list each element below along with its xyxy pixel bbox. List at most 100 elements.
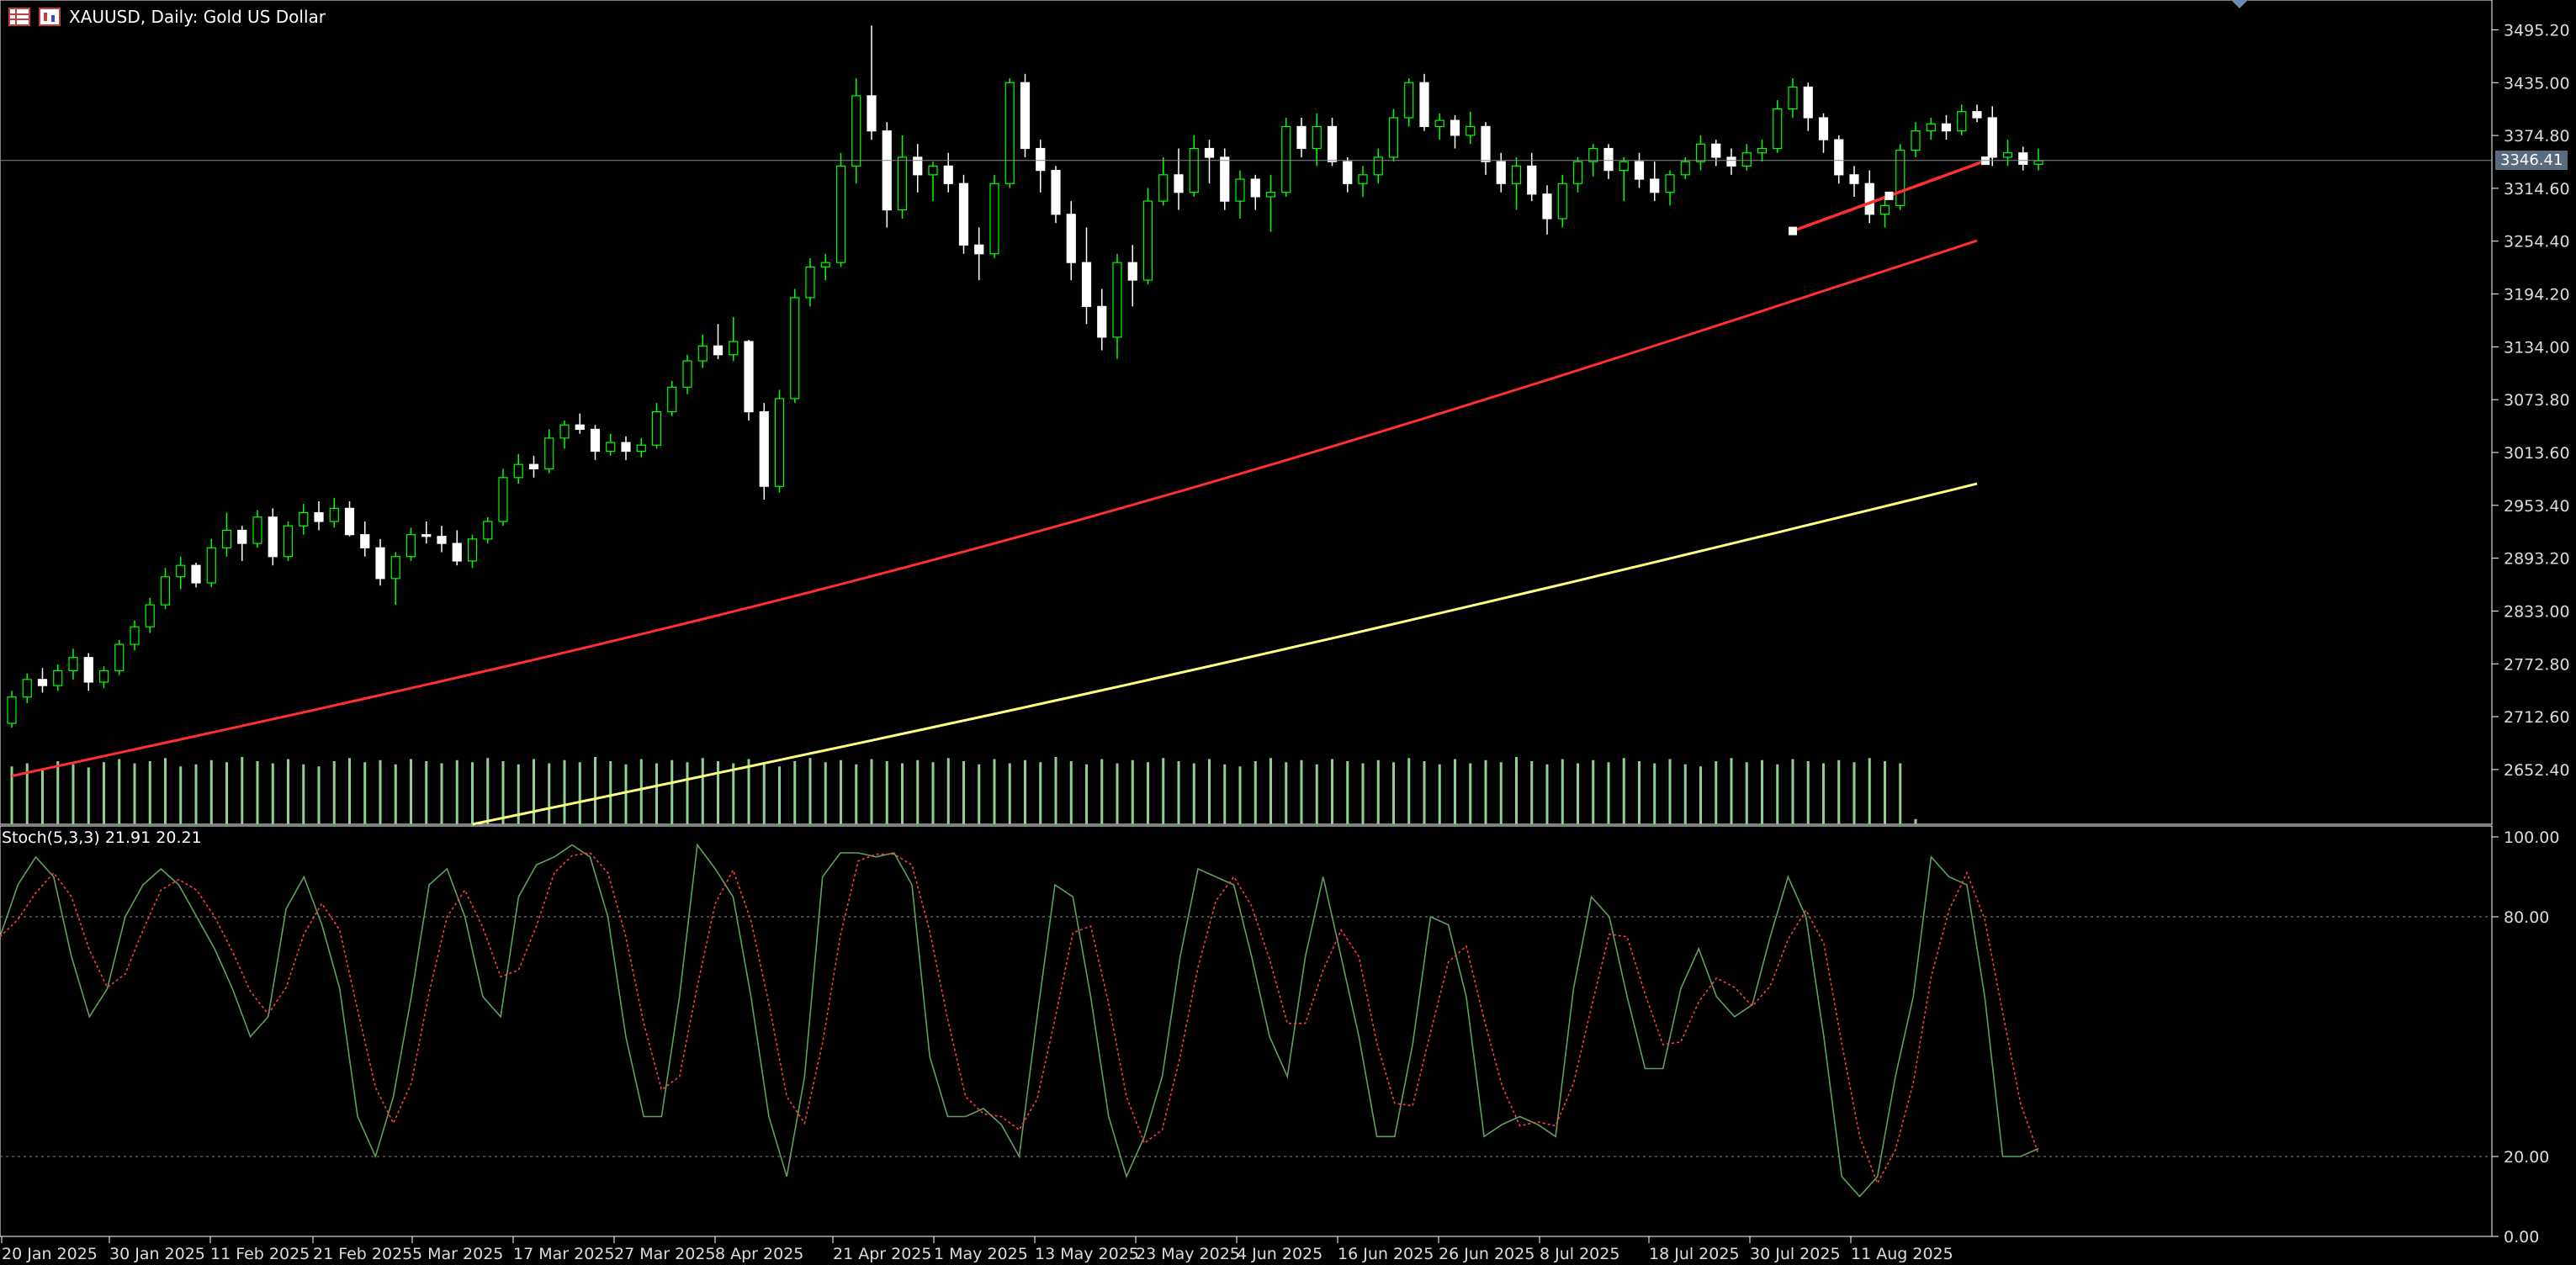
candle-body bbox=[1895, 150, 1905, 206]
candle-body bbox=[1603, 147, 1614, 172]
candle-body bbox=[1281, 125, 1291, 193]
candle-body bbox=[1557, 183, 1567, 220]
candle-body bbox=[360, 534, 370, 548]
candle-body bbox=[68, 657, 78, 671]
stoch-axis-label: 20.00 bbox=[2504, 1148, 2549, 1167]
candle-body bbox=[1158, 174, 1169, 202]
candle-body bbox=[467, 538, 478, 562]
candle-body bbox=[1189, 147, 1199, 193]
candle-body bbox=[53, 670, 63, 686]
candle-body bbox=[882, 130, 892, 211]
candle-body bbox=[575, 424, 585, 431]
candle-body bbox=[867, 95, 877, 132]
candle-body bbox=[1466, 125, 1476, 136]
candle-body bbox=[1358, 174, 1368, 184]
candle-body bbox=[1849, 174, 1859, 184]
candle-body bbox=[405, 534, 416, 558]
candle-body bbox=[606, 442, 616, 453]
candle-body bbox=[206, 547, 216, 584]
time-axis-label: 21 Feb 2025 bbox=[313, 1245, 412, 1263]
price-axis-label: 3194.20 bbox=[2504, 286, 2570, 304]
price-axis-label: 3495.20 bbox=[2504, 21, 2570, 40]
candle-body bbox=[897, 156, 908, 211]
candle-body bbox=[713, 345, 724, 356]
candle-body bbox=[943, 165, 953, 184]
candle-body bbox=[283, 525, 294, 558]
current-price-tag: 3346.41 bbox=[2495, 150, 2568, 170]
time-axis-label: 27 Mar 2025 bbox=[614, 1245, 715, 1263]
price-axis-label: 2772.80 bbox=[2504, 655, 2570, 674]
candle-body bbox=[1911, 130, 1921, 151]
time-axis-label: 13 May 2025 bbox=[1035, 1245, 1139, 1263]
candle-body bbox=[1987, 117, 1997, 158]
price-axis-label: 3134.00 bbox=[2504, 338, 2570, 357]
candle-body bbox=[1450, 119, 1460, 136]
candle-body bbox=[1941, 123, 1952, 132]
main-panel-frame bbox=[0, 0, 2493, 825]
chart-grid-icon bbox=[8, 8, 30, 26]
stoch-main-line bbox=[0, 843, 2039, 1198]
candle-body bbox=[299, 511, 309, 527]
price-axis-label: 3314.60 bbox=[2504, 180, 2570, 198]
time-axis-label: 11 Feb 2025 bbox=[210, 1245, 310, 1263]
price-axis-label: 2953.40 bbox=[2504, 497, 2570, 516]
stoch-axis-label: 100.00 bbox=[2504, 828, 2559, 847]
candle-body bbox=[1020, 82, 1031, 150]
candle-body bbox=[1864, 183, 1874, 215]
candle-body bbox=[1174, 174, 1184, 193]
price-axis-label: 2652.40 bbox=[2504, 761, 2570, 780]
ma-yellow-line bbox=[472, 482, 1978, 826]
time-axis-label: 30 Jan 2025 bbox=[109, 1245, 205, 1263]
stoch-panel-frame bbox=[0, 825, 2493, 1237]
chart-header: XAUUSD, Daily: Gold US Dollar bbox=[8, 7, 326, 27]
time-axis-label: 8 Apr 2025 bbox=[715, 1245, 803, 1263]
candle-body bbox=[651, 410, 662, 446]
candle-body bbox=[1081, 262, 1092, 307]
candle-body bbox=[682, 360, 692, 388]
price-axis-label: 3374.80 bbox=[2504, 127, 2570, 146]
candle-body bbox=[1711, 143, 1721, 158]
candle-body bbox=[314, 511, 324, 522]
candle-chart-icon bbox=[39, 8, 61, 26]
candle-body bbox=[7, 696, 17, 724]
candle-body bbox=[1419, 82, 1429, 128]
candle-body bbox=[528, 463, 539, 469]
price-axis-label: 3013.60 bbox=[2504, 444, 2570, 463]
candle-body bbox=[1312, 125, 1322, 150]
candle-body bbox=[1296, 125, 1307, 150]
ma-red-line bbox=[11, 239, 1978, 778]
candle-body bbox=[1481, 125, 1491, 162]
candle-body bbox=[1619, 161, 1629, 172]
candle-body bbox=[1572, 161, 1583, 184]
candle-body bbox=[1542, 193, 1552, 220]
candle-body bbox=[1343, 161, 1353, 184]
candle-body bbox=[1818, 117, 1829, 140]
candle-body bbox=[1834, 139, 1844, 176]
candle-body bbox=[1726, 156, 1736, 167]
candle-body bbox=[483, 521, 493, 540]
candle-body bbox=[160, 576, 171, 606]
candle-body bbox=[329, 507, 339, 522]
candle-body bbox=[2018, 152, 2028, 165]
candle-body bbox=[744, 341, 754, 413]
candle-body bbox=[1788, 86, 1798, 110]
candle-body bbox=[22, 679, 32, 698]
price-axis-label: 2893.20 bbox=[2504, 550, 2570, 569]
candle-body bbox=[1004, 82, 1015, 184]
candle-body bbox=[621, 442, 631, 453]
trendline-handle bbox=[1789, 226, 1797, 236]
candle-body bbox=[1066, 214, 1076, 263]
candle-body bbox=[1265, 192, 1276, 198]
stoch-signal-line bbox=[0, 852, 2039, 1185]
candle-body bbox=[805, 266, 815, 299]
time-axis-label: 11 Aug 2025 bbox=[1851, 1245, 1953, 1263]
time-axis-label: 17 Mar 2025 bbox=[513, 1245, 614, 1263]
time-axis-label: 4 Jun 2025 bbox=[1237, 1245, 1322, 1263]
candle-body bbox=[1634, 161, 1645, 180]
time-axis-label: 18 Jul 2025 bbox=[1649, 1245, 1740, 1263]
time-marker-triangle bbox=[2231, 0, 2248, 8]
candle-body bbox=[1327, 125, 1338, 162]
time-axis-label: 16 Jun 2025 bbox=[1338, 1245, 1434, 1263]
candle-body bbox=[176, 564, 186, 578]
